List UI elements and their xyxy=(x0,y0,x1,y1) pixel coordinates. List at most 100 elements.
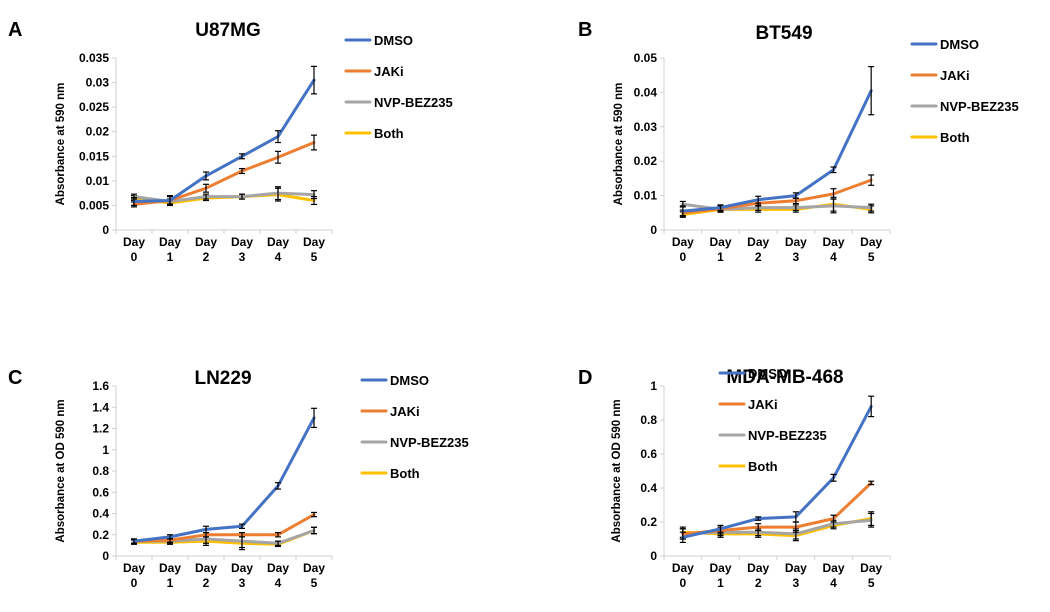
x-tick-label-line: 1 xyxy=(717,250,724,264)
legend-item: NVP-BEZ235 xyxy=(360,435,469,450)
y-tick-label: 0.005 xyxy=(79,198,109,212)
x-tick-label: Day 1 xyxy=(159,235,181,264)
x-tick-label: Day 5 xyxy=(860,235,882,264)
legend-label: Both xyxy=(390,466,420,481)
x-tick-label-line: 5 xyxy=(868,250,875,264)
legend-item: NVP-BEZ235 xyxy=(344,95,453,110)
x-tick-label-line: 1 xyxy=(167,250,174,264)
series-dmso xyxy=(131,65,317,207)
y-tick-label: 0.4 xyxy=(92,507,109,521)
legend-label: NVP-BEZ235 xyxy=(374,95,453,110)
y-tick-label: 0.035 xyxy=(79,51,109,65)
y-tick-label: 0.03 xyxy=(634,120,658,134)
x-tick-label: Day 2 xyxy=(747,561,769,590)
x-tick-label-line: Day xyxy=(709,235,731,249)
x-tick-label-line: 3 xyxy=(239,250,246,264)
series-dmso xyxy=(679,395,875,544)
x-tick-label-line: 0 xyxy=(131,576,138,590)
chart-title: LN229 xyxy=(194,368,251,389)
x-tick-label: Day 3 xyxy=(231,561,253,590)
chart-panel-d: D MDA-MB-468 Absorbance at OD 590 nm 0 0.2 0.… xyxy=(578,366,891,590)
x-tick-label-line: Day xyxy=(123,561,145,575)
legend-label: DMSO xyxy=(374,33,413,48)
x-tick-label: Day 2 xyxy=(195,235,217,264)
legend-label: Both xyxy=(374,126,404,141)
legend-item: NVP-BEZ235 xyxy=(718,428,827,443)
series-dmso xyxy=(131,407,317,544)
x-tick-label: Day 5 xyxy=(303,235,325,264)
x-tick-label-line: 2 xyxy=(203,576,210,590)
y-tick-label: 0.01 xyxy=(634,189,658,203)
x-tick-label-line: 4 xyxy=(275,250,282,264)
legend-label: Both xyxy=(748,459,778,474)
legend-label: NVP-BEZ235 xyxy=(748,428,827,443)
x-tick-label: Day 0 xyxy=(672,235,694,264)
x-tick-label-line: Day xyxy=(231,235,253,249)
x-tick-label-line: Day xyxy=(672,561,694,575)
legend-item: DMSO xyxy=(344,33,413,48)
x-tick-label-line: 0 xyxy=(131,250,138,264)
x-tick-label-line: Day xyxy=(267,235,289,249)
chart-title: U87MG xyxy=(195,20,260,41)
panel-letter: B xyxy=(578,19,592,41)
series-line xyxy=(681,89,873,213)
y-tick-label: 0 xyxy=(650,223,657,237)
x-tick-label-line: Day xyxy=(303,561,325,575)
legend-item: DMSO xyxy=(360,373,429,388)
x-tick-label: Day 1 xyxy=(159,561,181,590)
x-tick-label-line: Day xyxy=(672,235,694,249)
x-tick-label-line: 4 xyxy=(275,576,282,590)
x-tick-label: Day 3 xyxy=(231,235,253,264)
y-axis-label: Absorbance at OD 590 nm xyxy=(55,399,67,542)
x-tick-label-line: Day xyxy=(159,561,181,575)
legend-item: DMSO xyxy=(910,37,979,52)
legend-label: NVP-BEZ235 xyxy=(940,99,1019,114)
legend-label: JAKi xyxy=(940,68,970,83)
y-axis-label: Absorbance at OD 590 nm xyxy=(611,399,623,542)
legend-label: NVP-BEZ235 xyxy=(390,435,469,450)
x-tick-label: Day 3 xyxy=(785,561,807,590)
chart-panel-b: B BT549 Absorbance at 590 nm 0 0.01 0.02 0.03 0… xyxy=(578,19,1019,264)
x-tick-label: Day 0 xyxy=(123,235,145,264)
legend-item: JAKi xyxy=(344,64,404,79)
x-tick-label: Day 5 xyxy=(303,561,325,590)
x-tick-label-line: Day xyxy=(195,235,217,249)
y-tick-label: 0 xyxy=(650,549,657,563)
legend-label: DMSO xyxy=(390,373,429,388)
y-tick-label: 0.02 xyxy=(86,125,110,139)
x-tick-label: Day 4 xyxy=(267,235,289,264)
x-tick-label-line: Day xyxy=(747,235,769,249)
x-tick-label-line: Day xyxy=(822,235,844,249)
series-line xyxy=(132,513,316,543)
legend-label: JAKi xyxy=(374,64,404,79)
x-tick-label-line: 5 xyxy=(311,250,318,264)
y-tick-label: 1 xyxy=(102,443,109,457)
x-tick-label-line: 4 xyxy=(830,576,837,590)
x-tick-label-line: Day xyxy=(785,235,807,249)
y-tick-label: 1.2 xyxy=(92,422,109,436)
x-tick-label-line: 3 xyxy=(792,250,799,264)
legend-item: NVP-BEZ235 xyxy=(910,99,1019,114)
y-tick-label: 0.6 xyxy=(640,447,657,461)
legend: DMSO JAKi NVP-BEZ235 Both xyxy=(344,33,453,141)
x-tick-label-line: Day xyxy=(860,235,882,249)
panel-letter: D xyxy=(578,367,592,389)
y-tick-label: 0.6 xyxy=(92,485,109,499)
chart-panel-c: C LN229 Absorbance at OD 590 nm 0 0.2 0.4 0.6 0… xyxy=(8,367,469,590)
y-tick-label: 0.8 xyxy=(640,413,657,427)
x-tick-label-line: Day xyxy=(267,561,289,575)
x-tick-label-line: Day xyxy=(709,561,731,575)
x-tick-label-line: 1 xyxy=(167,576,174,590)
x-tick-label-line: 3 xyxy=(239,576,246,590)
x-tick-label: Day 4 xyxy=(822,235,844,264)
legend: DMSO JAKi NVP-BEZ235 Both xyxy=(718,366,827,474)
x-tick-label-line: 5 xyxy=(311,576,318,590)
chart-panel-a: A U87MG Absorbance at 590 nm 0 0.005 0.01 0.01… xyxy=(8,19,453,264)
x-tick-label-line: Day xyxy=(822,561,844,575)
y-tick-label: 0.01 xyxy=(86,174,110,188)
series-jaki xyxy=(131,511,317,544)
series-line xyxy=(681,404,873,539)
legend-item: JAKi xyxy=(360,404,420,419)
